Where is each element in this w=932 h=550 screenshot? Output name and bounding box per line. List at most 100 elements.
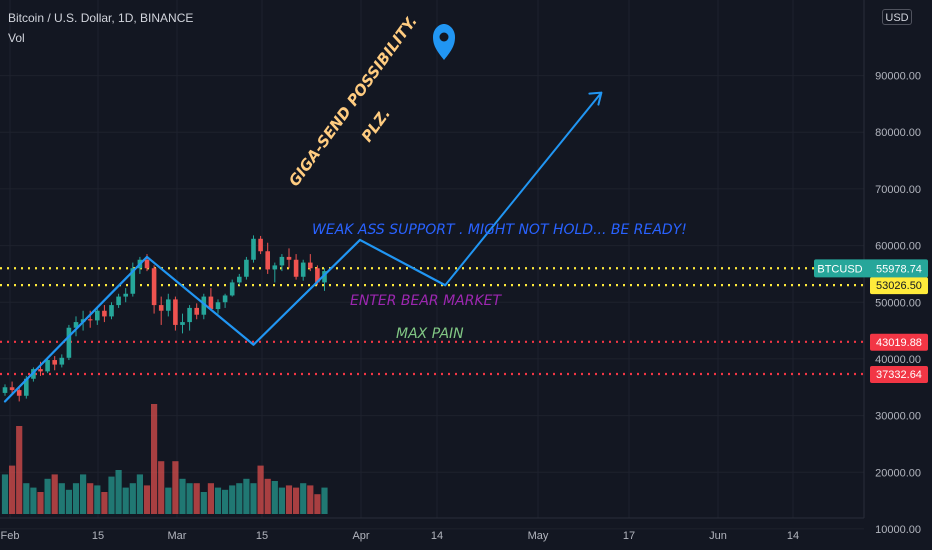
price-line-badge — [870, 277, 928, 295]
map-pin-body — [433, 24, 455, 60]
volume-bar — [37, 492, 44, 514]
candle-body — [166, 299, 171, 311]
max-pain-annotation: MAX PAIN — [396, 326, 464, 342]
volume-bar — [122, 487, 129, 514]
map-pin-icon — [433, 24, 455, 60]
volume-bar — [293, 487, 300, 514]
map-pin-center — [439, 32, 449, 42]
volume-bar — [16, 426, 23, 514]
candle-body — [322, 271, 327, 283]
price-axis-badges: 55999.8353026.5043019.8837332.64BTCUSD55… — [814, 259, 928, 384]
projection-arrow-line — [444, 91, 603, 286]
current-price-badge — [814, 259, 928, 278]
zigzag-drawing — [3, 238, 447, 403]
candle-body — [194, 307, 199, 315]
volume-indicator-label: Vol — [8, 31, 25, 45]
candle-body — [59, 357, 65, 365]
price-tick-label: 80000.00 — [875, 127, 921, 139]
candle-body — [293, 259, 299, 277]
volume-bar — [243, 478, 250, 514]
volume-bar — [264, 478, 271, 514]
volume-bar — [172, 461, 179, 514]
volume-bar — [108, 476, 115, 514]
volume-bar — [236, 483, 243, 514]
volume-bar — [51, 474, 58, 514]
candle-body — [222, 295, 228, 303]
current-price-value: 55978.74 — [876, 263, 922, 275]
volume-bar — [44, 478, 51, 514]
price-tick-label: 60000.00 — [875, 241, 921, 253]
candle-body — [87, 319, 93, 321]
volume-bar — [58, 483, 65, 514]
candle-body — [66, 327, 72, 358]
price-line-badge-label: 53026.50 — [876, 280, 922, 292]
date-tick-label: 14 — [787, 530, 799, 542]
volume-bar — [151, 404, 158, 514]
candle-body — [130, 268, 136, 294]
candle-body — [158, 305, 164, 311]
candle-body — [258, 238, 263, 252]
date-tick-label: May — [528, 530, 549, 542]
candle-body — [9, 387, 15, 391]
date-tick-label: 15 — [256, 530, 268, 542]
volume-bar — [101, 492, 108, 514]
price-line-badge-label: 37332.64 — [876, 369, 922, 381]
candle-body — [38, 369, 43, 372]
candle-body — [265, 251, 270, 270]
candle-body — [151, 268, 157, 306]
candle-body — [208, 296, 214, 310]
current-price-symbol: BTCUSD — [817, 263, 862, 275]
volume-bar — [65, 489, 72, 514]
date-tick-label: 15 — [92, 530, 104, 542]
volume-bar — [285, 485, 293, 514]
currency-button[interactable]: USD — [882, 9, 912, 25]
time-axis[interactable]: Feb 15 Mar 15 Apr 14 May 17 Jun 14 — [0, 517, 864, 542]
weak-support-annotation: WEAK ASS SUPPORT . MIGHT NOT HOLD... BE … — [312, 222, 687, 238]
candle-body — [300, 262, 306, 277]
chart-grid — [0, 0, 864, 530]
volume-bar — [87, 483, 94, 514]
candle-body — [73, 322, 79, 328]
price-line-badge — [870, 366, 928, 384]
candle-body — [251, 238, 256, 260]
volume-bar — [278, 487, 285, 514]
candle-body — [286, 256, 292, 260]
volume-bar — [1, 474, 9, 514]
candle-body — [16, 390, 22, 396]
volume-bar — [80, 474, 87, 514]
volume-bar — [200, 492, 207, 514]
price-tick-label: 70000.00 — [875, 184, 921, 196]
volume-bar — [214, 487, 222, 514]
price-tick-label: 50000.00 — [875, 297, 921, 309]
price-tick-label: 40000.00 — [875, 354, 921, 366]
volume-bar — [271, 481, 278, 514]
volume-bar — [30, 487, 37, 514]
volume-bar — [257, 465, 264, 514]
candle-body — [187, 307, 192, 323]
volume-bar — [229, 485, 236, 514]
volume-bar — [129, 483, 136, 514]
candle-body — [180, 322, 185, 325]
candle-body — [95, 310, 100, 321]
price-tick-label: 90000.00 — [875, 71, 921, 83]
volume-bar — [115, 470, 122, 514]
candle-body — [52, 360, 57, 365]
candle-body — [2, 387, 8, 393]
volume-bar — [23, 483, 30, 514]
symbol-title: Bitcoin / U.S. Dollar, 1D, BINANCE — [8, 11, 194, 25]
horizontal-price-lines — [0, 267, 864, 376]
candle-body — [109, 305, 114, 317]
candle-body — [279, 256, 285, 266]
volume-bar — [72, 483, 80, 514]
date-tick-label: Apr — [352, 530, 369, 542]
volume-bars — [1, 404, 328, 514]
date-tick-label: Feb — [1, 530, 20, 542]
candle-body — [272, 265, 278, 270]
date-tick-label: 14 — [431, 530, 443, 542]
volume-bar — [250, 483, 257, 514]
chart-legend: Bitcoin / U.S. Dollar, 1D, BINANCE Vol — [8, 8, 193, 48]
price-tick-label: 30000.00 — [875, 411, 921, 423]
volume-bar — [136, 474, 143, 514]
candle-body — [308, 262, 313, 269]
